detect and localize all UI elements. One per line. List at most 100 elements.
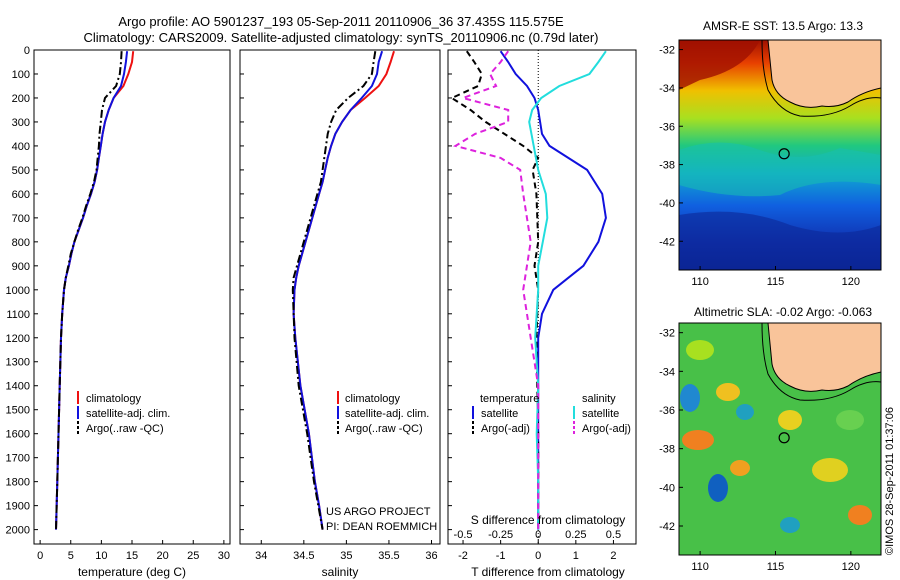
sla-eddy: [848, 505, 872, 525]
depth-tick-label: 1900: [6, 501, 30, 513]
sla-map-frame: [678, 322, 882, 556]
depth-tick-label: 0: [24, 45, 30, 57]
temperature-xlabel: temperature (deg C): [78, 565, 186, 579]
legend-sal-argo-label: Argo(-adj): [582, 423, 631, 435]
difference-top-xlabel: S difference from climatology: [471, 513, 626, 527]
temperature-lines: [55, 51, 135, 530]
legend-satellite-label: satellite-adj. clim.: [86, 408, 170, 420]
sla-eddy: [778, 410, 802, 430]
x-tick-label: 35.5: [378, 550, 399, 562]
sla-eddy: [680, 384, 700, 412]
x-tick-label: 20: [157, 550, 169, 562]
project-line-1: US ARGO PROJECT: [326, 506, 431, 518]
sla-field: [679, 323, 881, 555]
sst-field: [679, 40, 881, 270]
x-tick-label: 34: [255, 550, 267, 562]
sla-eddy: [780, 517, 800, 533]
project-line-2: PI: DEAN ROEMMICH: [326, 521, 437, 533]
salinity-difference-ticks: -0.5 -0.25 0 0.25 0.5: [454, 529, 622, 541]
sla-eddy: [716, 383, 740, 401]
difference-xlabel: T difference from climatology: [471, 565, 625, 579]
sla-eddy: [686, 340, 714, 360]
series-line-argo---raw--qc-: [291, 51, 377, 530]
series-line-argo--adj-: [452, 50, 540, 530]
sla-eddy: [836, 410, 864, 430]
lon-tick-label: 110: [691, 276, 709, 288]
header-line-2: Climatology: CARS2009. Satellite-adjuste…: [84, 30, 599, 45]
sla-map-title: Altimetric SLA: -0.02 Argo: -0.063: [694, 305, 872, 319]
sla-map-ticks: 110 115 120 -32 -34 -36 -38 -40 -42: [659, 328, 860, 573]
lat-tick-label: -40: [659, 198, 675, 210]
top-tick-label: -0.5: [454, 529, 473, 541]
legend-climatology-label: climatology: [345, 393, 401, 405]
cold-water-patch: [679, 211, 881, 270]
lat-tick-label: -36: [659, 405, 675, 417]
top-tick-label: 0.5: [606, 529, 621, 541]
depth-tick-label: 600: [12, 189, 30, 201]
lon-tick-label: 115: [767, 276, 785, 288]
x-tick-label: 2: [610, 550, 616, 562]
sla-eddy: [812, 458, 848, 482]
lat-tick-label: -38: [659, 160, 675, 172]
series-line-argo--adj-: [449, 50, 540, 530]
difference-depth-ticks: [448, 49, 452, 531]
depth-ticks: 0 100 200 300 400 500 600 700 800 900 1000 1100 1200…: [6, 45, 38, 537]
depth-tick-label: 400: [12, 141, 30, 153]
salinity-legend: climatology satellite-adj. clim. Argo(..…: [337, 391, 429, 435]
lat-tick-label: -38: [659, 444, 675, 456]
sla-map: Altimetric SLA: -0.02 Argo: -0.063 110 11…: [659, 305, 882, 573]
difference-lines: [449, 50, 607, 530]
salinity-ticks: 34 34.5 35 35.5 36: [255, 540, 438, 562]
salinity-panel: 34 34.5 35 35.5 36 salinity climatology sate…: [239, 49, 441, 579]
legend-temp-satellite-label: satellite: [481, 408, 518, 420]
difference-panel: -2 -1 0 1 2 S difference from climatology -0…: [447, 49, 637, 579]
lat-tick-label: -36: [659, 121, 675, 133]
x-tick-label: 30: [218, 550, 230, 562]
depth-tick-label: 1200: [6, 333, 30, 345]
legend-sal-satellite-label: satellite: [582, 408, 619, 420]
lat-tick-label: -34: [659, 366, 675, 378]
x-tick-label: 34.5: [293, 550, 314, 562]
depth-tick-label: 1700: [6, 453, 30, 465]
depth-tick-label: 200: [12, 93, 30, 105]
lat-tick-label: -40: [659, 482, 675, 494]
x-tick-label: 10: [95, 550, 107, 562]
lat-tick-label: -42: [659, 521, 675, 533]
depth-tick-label: 500: [12, 165, 30, 177]
land-australia: [767, 40, 881, 108]
temperature-axes-frame: [33, 49, 231, 545]
cool-front-patch: [679, 142, 881, 197]
temperature-legend: climatology satellite-adj. clim. Argo(..…: [77, 391, 170, 435]
depth-tick-label: 1000: [6, 285, 30, 297]
legend-temp-argo-label: Argo(-adj): [481, 423, 530, 435]
depth-tick-label: 1300: [6, 357, 30, 369]
depth-tick-label: 1500: [6, 405, 30, 417]
difference-axes-frame: [447, 49, 637, 545]
sla-eddy: [708, 474, 728, 502]
lat-tick-label: -34: [659, 83, 675, 95]
bathymetry-contour: [761, 323, 881, 401]
sla-eddy: [736, 404, 754, 420]
series-line-satellite-adj--clim-: [292, 50, 384, 530]
lon-tick-label: 110: [691, 561, 709, 573]
depth-tick-label: 2000: [6, 525, 30, 537]
series-line-satellite: [499, 50, 607, 530]
depth-tick-label: 700: [12, 213, 30, 225]
x-tick-label: -2: [458, 550, 468, 562]
argo-float-marker: [778, 432, 790, 444]
series-line-argo---raw--qc-: [55, 51, 123, 530]
depth-tick-label: 800: [12, 237, 30, 249]
x-tick-label: 5: [68, 550, 74, 562]
salinity-depth-ticks: [240, 49, 244, 531]
legend-argo-label: Argo(..raw -QC): [86, 423, 164, 435]
x-tick-label: 15: [126, 550, 138, 562]
sst-map-frame: [678, 39, 882, 271]
lon-tick-label: 120: [842, 276, 860, 288]
x-tick-label: 35: [340, 550, 352, 562]
legend-argo-label: Argo(..raw -QC): [345, 423, 423, 435]
land-australia: [767, 323, 881, 392]
sst-map: AMSR-E SST: 13.5 Argo: 13.3 110 115 120 -32…: [659, 19, 882, 288]
bathymetry-contour: [761, 40, 881, 117]
sla-eddy: [730, 460, 750, 476]
